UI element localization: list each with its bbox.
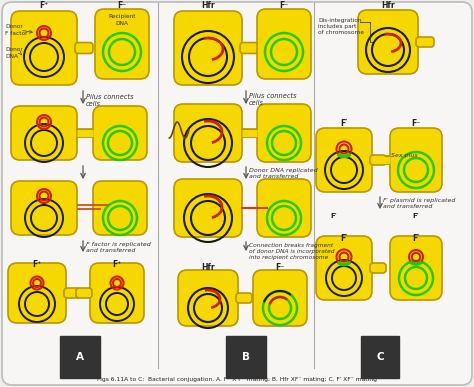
Text: F′: F′ (412, 234, 419, 243)
Text: Pilus connects
cells: Pilus connects cells (249, 93, 297, 106)
Text: Recipient
DNA: Recipient DNA (108, 14, 136, 26)
FancyBboxPatch shape (370, 155, 386, 165)
FancyBboxPatch shape (11, 181, 77, 235)
FancyBboxPatch shape (390, 236, 442, 300)
Text: Hfr: Hfr (201, 263, 215, 272)
FancyBboxPatch shape (257, 9, 311, 79)
FancyBboxPatch shape (370, 263, 386, 273)
Text: Dis-integration
includes part
of chromosome: Dis-integration includes part of chromos… (318, 18, 364, 35)
FancyBboxPatch shape (75, 43, 93, 53)
Text: F′: F′ (340, 234, 347, 243)
FancyBboxPatch shape (358, 10, 418, 74)
Text: F′: F′ (340, 119, 347, 128)
FancyBboxPatch shape (253, 270, 307, 326)
FancyBboxPatch shape (11, 106, 77, 160)
FancyBboxPatch shape (316, 128, 372, 192)
FancyBboxPatch shape (64, 288, 80, 298)
FancyBboxPatch shape (257, 179, 311, 237)
Text: F⁻: F⁻ (279, 1, 289, 10)
Text: Donor DNA replicated
and transferred: Donor DNA replicated and transferred (249, 168, 318, 179)
Text: Hfr: Hfr (381, 1, 395, 10)
Text: Figs 6.11A to C:  Bacterial conjugation. A. F⁺ X F⁻ mating; B. Hfr XF⁻ mating; C: Figs 6.11A to C: Bacterial conjugation. … (97, 377, 377, 382)
Text: F′: F′ (413, 213, 419, 219)
FancyBboxPatch shape (236, 293, 252, 303)
Text: F⁺: F⁺ (112, 260, 122, 269)
FancyBboxPatch shape (11, 11, 77, 85)
FancyBboxPatch shape (93, 181, 147, 235)
Text: A: A (76, 352, 84, 362)
FancyBboxPatch shape (240, 43, 258, 53)
FancyBboxPatch shape (76, 288, 92, 298)
Text: F′: F′ (331, 213, 337, 219)
Text: C: C (376, 352, 384, 362)
Text: Sex plus: Sex plus (391, 154, 418, 159)
Text: F⁻: F⁻ (118, 1, 127, 10)
Text: F⁺: F⁺ (32, 260, 42, 269)
FancyBboxPatch shape (316, 236, 372, 300)
FancyBboxPatch shape (257, 104, 311, 162)
FancyBboxPatch shape (174, 11, 242, 85)
Text: Donor
F factor: Donor F factor (5, 24, 27, 36)
FancyBboxPatch shape (93, 106, 147, 160)
Text: F⁻: F⁻ (275, 263, 284, 272)
Text: Hfr: Hfr (201, 1, 215, 10)
FancyBboxPatch shape (95, 9, 149, 79)
Text: F⁺: F⁺ (39, 1, 49, 10)
FancyBboxPatch shape (416, 37, 434, 47)
FancyBboxPatch shape (178, 270, 238, 326)
Text: F factor is replicated
and transferred: F factor is replicated and transferred (86, 242, 151, 253)
Text: F′ plasmid is replicated
and transferred: F′ plasmid is replicated and transferred (383, 198, 456, 209)
FancyBboxPatch shape (8, 263, 66, 323)
Text: B: B (242, 352, 250, 362)
Text: F⁻: F⁻ (411, 119, 420, 128)
Text: Pilus connects
cells: Pilus connects cells (86, 94, 134, 107)
FancyBboxPatch shape (90, 263, 144, 323)
Text: Donor
DNA: Donor DNA (5, 47, 23, 58)
FancyBboxPatch shape (174, 104, 242, 162)
FancyBboxPatch shape (174, 179, 242, 237)
Text: Connection breaks fragment
of donor DNA is incorporated
into recipient chromosom: Connection breaks fragment of donor DNA … (249, 243, 335, 260)
FancyBboxPatch shape (390, 128, 442, 192)
